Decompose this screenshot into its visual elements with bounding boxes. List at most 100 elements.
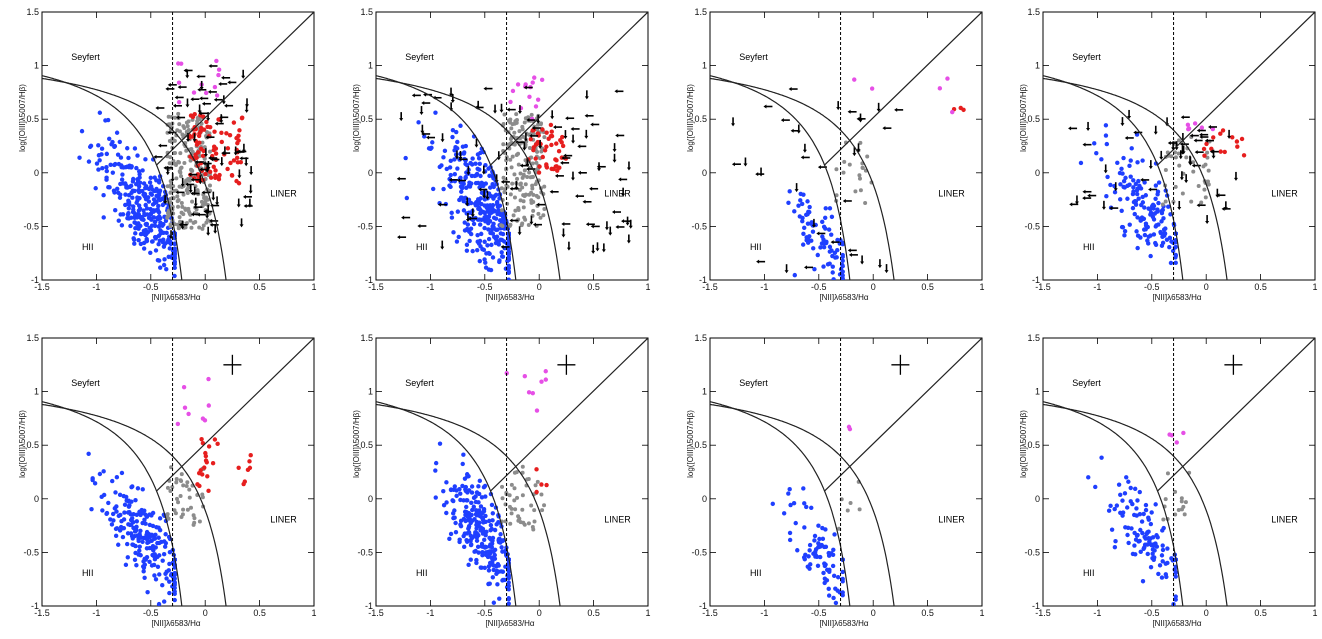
liner-point	[203, 453, 209, 459]
hii-point	[1148, 253, 1153, 259]
upper-limit-marker	[196, 74, 206, 79]
composite-point	[526, 477, 531, 482]
hii-point	[1118, 492, 1123, 497]
hii-point	[120, 212, 126, 217]
liner-point	[231, 158, 237, 163]
hii-point	[112, 143, 118, 149]
hii-point	[830, 270, 835, 275]
hii-point	[126, 155, 131, 161]
liner-point	[245, 467, 251, 473]
hii-point	[127, 503, 132, 508]
hii-point	[499, 545, 504, 550]
upper-limit-marker	[176, 115, 186, 120]
seyfert-point	[847, 426, 853, 432]
upper-limit-marker	[397, 235, 407, 240]
liner-point	[1235, 144, 1240, 149]
upper-limit-marker	[185, 182, 195, 187]
composite-point	[505, 201, 510, 206]
hii-point	[156, 601, 162, 606]
x-tick-label: -0.5	[1144, 282, 1160, 292]
hii-point	[99, 146, 105, 151]
hii-point	[819, 542, 824, 548]
liner-point	[213, 168, 218, 173]
hii-point	[469, 490, 475, 495]
upper-limit-marker	[185, 69, 190, 79]
composite-point	[526, 521, 531, 526]
y-tick-label: 1.5	[26, 333, 39, 343]
upper-limit-marker	[222, 146, 227, 156]
hii-point	[1149, 203, 1155, 209]
hii-point	[86, 451, 91, 457]
upper-limit-marker	[1180, 145, 1185, 155]
upper-limit-marker	[209, 218, 219, 223]
composite-point	[841, 170, 846, 175]
upper-limit-marker	[566, 241, 571, 251]
composite-point	[1182, 512, 1187, 517]
hii-point	[448, 487, 454, 493]
seyfert-point	[1181, 430, 1186, 436]
liner-point	[192, 112, 197, 117]
hii-point	[403, 155, 408, 161]
composite-point	[197, 225, 202, 230]
upper-limit-marker	[481, 165, 486, 175]
y-tick-label: 0.5	[26, 440, 39, 450]
hii-point	[157, 527, 163, 533]
seyfert-point	[1167, 432, 1172, 437]
x-tick-label: -1	[1093, 608, 1101, 618]
hii-point	[457, 486, 462, 492]
y-tick-label: 1	[34, 61, 39, 71]
upper-limit-marker	[1120, 117, 1125, 127]
composite-point	[500, 496, 505, 501]
composite-point	[858, 188, 863, 193]
hii-point	[831, 277, 836, 280]
hii-point	[133, 231, 138, 236]
y-axis-label: log([OIII]λ5007/Hβ)	[1019, 410, 1028, 478]
x-tick-label: 0.5	[1254, 608, 1267, 618]
composite-point	[1176, 138, 1181, 143]
upper-limit-marker	[612, 210, 622, 215]
hii-point	[1173, 244, 1178, 250]
hii-point	[1142, 232, 1148, 238]
seyfert-point	[937, 86, 943, 91]
hii-point	[167, 246, 173, 251]
hii-point	[477, 222, 483, 227]
composite-point	[508, 136, 513, 141]
hii-point	[1146, 515, 1151, 520]
composite-point	[523, 182, 528, 187]
hii-point	[491, 600, 497, 605]
seyfert-point	[212, 84, 218, 90]
hii-point	[1134, 191, 1140, 197]
upper-limit-marker	[561, 156, 571, 161]
hii-point	[146, 199, 152, 204]
hii-point	[97, 110, 103, 115]
region-label-liner: LINER	[938, 188, 965, 198]
hii-point	[454, 239, 460, 244]
hii-point	[482, 537, 487, 543]
hii-point	[172, 241, 177, 246]
hii-point	[493, 192, 499, 198]
seyfert-point	[510, 88, 516, 94]
hii-point	[786, 200, 791, 205]
x-tick-label: 0.5	[253, 282, 266, 292]
hii-point	[128, 183, 134, 189]
seyfert-liner-division-line	[1156, 338, 1315, 492]
liner-point	[540, 154, 545, 160]
hii-point	[470, 518, 475, 523]
liner-point	[213, 151, 219, 156]
hii-point	[131, 207, 136, 212]
hii-point	[816, 523, 821, 528]
hii-point	[149, 192, 155, 197]
hii-point	[145, 537, 150, 542]
hii-point	[101, 193, 106, 198]
hii-point	[1145, 551, 1150, 557]
hii-point	[1158, 230, 1164, 236]
hii-point	[1128, 158, 1133, 163]
hii-point	[157, 553, 162, 558]
hii-point	[1148, 521, 1154, 527]
seyfert-point	[191, 90, 197, 95]
hii-point	[485, 243, 490, 248]
upper-limit-marker	[1103, 164, 1108, 174]
x-tick-label: -0.5	[477, 282, 493, 292]
hii-point	[135, 153, 140, 158]
hii-point	[500, 578, 505, 583]
